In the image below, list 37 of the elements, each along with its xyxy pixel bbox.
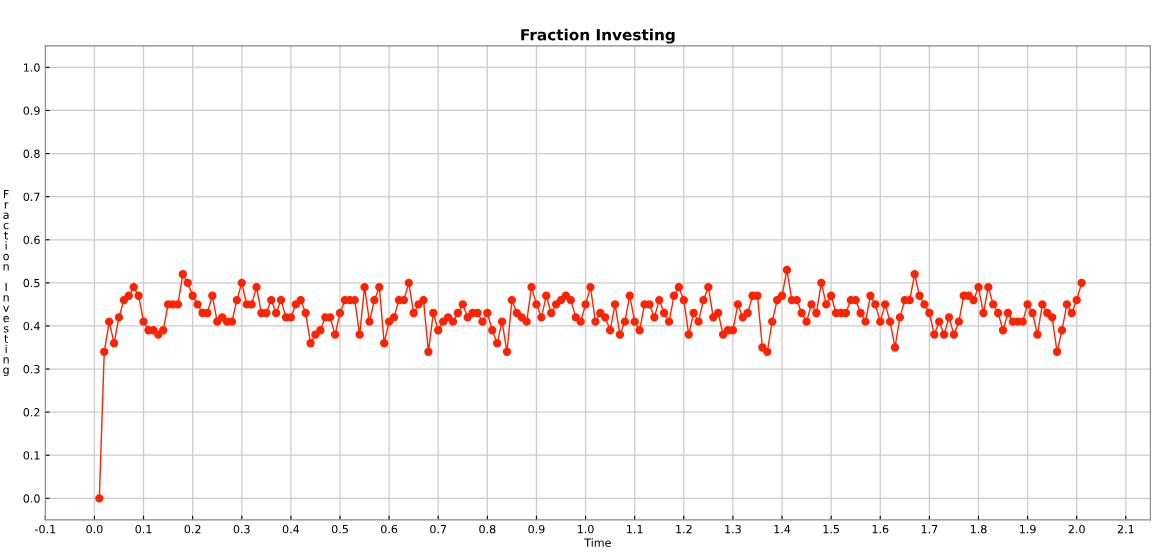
x-tick-label: 2.0 <box>1068 524 1085 534</box>
x-tick-label: 1.1 <box>627 525 643 534</box>
x-tick-label: 0.3 <box>233 524 250 534</box>
x-tick-label: 1.9 <box>1019 524 1036 534</box>
y-tick-label: 0.5 <box>23 278 40 288</box>
x-tick-label: 0.9 <box>528 524 545 534</box>
y-tick-label: 0.6 <box>23 235 40 245</box>
y-tick-label: 0.1 <box>23 451 40 460</box>
x-tick-label: 1.4 <box>774 525 791 534</box>
x-tick-label: 0.2 <box>184 524 201 534</box>
y-tick-label: 0.8 <box>23 149 40 158</box>
chart-title: Fraction Investing <box>521 28 675 44</box>
x-tick-label: 1.6 <box>872 524 889 534</box>
x-tick-label: 0.0 <box>86 524 103 534</box>
x-tick-label: 1.8 <box>970 524 987 534</box>
x-tick-label: 2.1 <box>1117 524 1134 534</box>
x-tick-label: 1.7 <box>921 525 938 534</box>
y-tick-label: 0.0 <box>23 494 40 503</box>
x-tick-label: 0.7 <box>430 524 447 534</box>
x-tick-label: 0.1 <box>135 524 152 534</box>
x-tick-label: 0.5 <box>331 524 348 534</box>
x-tick-label: 1.2 <box>676 524 692 534</box>
x-tick-label: 1.5 <box>823 525 839 534</box>
x-tick-label: -0.1 <box>35 524 56 534</box>
x-axis-title: Time <box>584 538 611 547</box>
y-tick-label: 0.9 <box>23 106 40 115</box>
x-tick-label: 1.0 <box>577 524 594 534</box>
y-tick-label: 0.4 <box>23 321 40 331</box>
y-tick-label: 0.7 <box>23 192 40 202</box>
x-tick-label: 0.4 <box>282 524 300 534</box>
x-tick-label: 0.6 <box>381 524 398 534</box>
text: Fraction Investing <box>3 190 10 377</box>
x-tick-label: 0.8 <box>479 524 496 534</box>
y-tick-label: 0.3 <box>23 365 40 374</box>
x-tick-label: 1.3 <box>725 524 741 534</box>
y-tick-label: 1.0 <box>24 63 40 72</box>
y-tick-label: 0.2 <box>23 408 40 417</box>
